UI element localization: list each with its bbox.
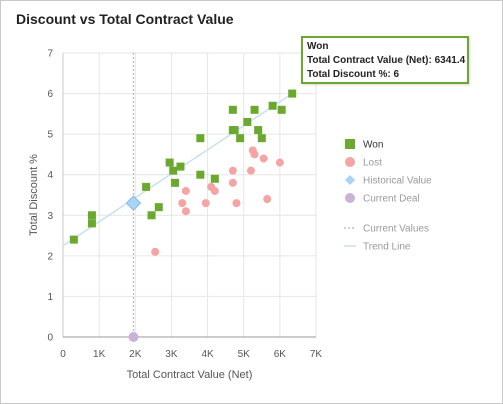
lost-point: [201, 199, 210, 208]
y-tick-label: 2: [47, 251, 53, 262]
x-tick-label: 4K: [201, 349, 214, 360]
won-point: [243, 117, 252, 126]
legend-item-current-values: Current Values: [344, 224, 429, 235]
won-point: [277, 105, 286, 114]
tooltip-title: Won: [307, 41, 329, 52]
axes: 0 1 2 3 4 5 6 7 0 1K 2K 3K 4K 5K 6K 7K: [47, 49, 322, 361]
lost-point: [232, 199, 241, 208]
legend-label: Historical Value: [363, 176, 432, 187]
won-point: [268, 101, 277, 110]
y-tick-label: 3: [47, 211, 53, 222]
x-axis-title: Total Contract Value (Net): [127, 369, 253, 381]
x-tick-label: 3K: [165, 349, 178, 360]
trend-line-layer: [62, 53, 293, 337]
current-deal-point: [128, 332, 139, 342]
won-point: [165, 158, 174, 167]
x-tick-label: 5K: [238, 349, 251, 360]
y-axis-title: Total Discount %: [28, 154, 40, 236]
chart-title: Discount vs Total Contract Value: [16, 11, 234, 27]
y-tick-label: 6: [47, 89, 53, 100]
lost-point: [228, 166, 237, 175]
won-point: [171, 178, 180, 187]
won-point: [257, 134, 266, 143]
lost-point: [228, 178, 237, 187]
lost-point: [210, 186, 219, 195]
legend-item-current-deal: Current Deal: [345, 193, 420, 205]
won-point: [250, 105, 259, 114]
tooltip-line-value: Total Contract Value (Net): 6341.4: [307, 55, 466, 66]
historical-value-point: [125, 195, 142, 211]
x-tick-label: 2K: [129, 349, 142, 360]
legend-marker-diamond: [345, 175, 355, 185]
legend-item-historical-value: Historical Value: [345, 175, 432, 187]
won-point: [196, 134, 205, 143]
lost-point: [246, 166, 255, 175]
legend-label: Won: [363, 140, 383, 151]
y-tick-label: 0: [47, 333, 53, 344]
lost-point: [275, 158, 284, 167]
won-point: [169, 166, 178, 175]
lost-point: [181, 207, 190, 216]
data-tooltip: Won Total Contract Value (Net): 6341.4 T…: [301, 36, 469, 84]
legend-label: Lost: [363, 158, 382, 169]
x-tick-label: 0: [60, 349, 66, 360]
legend-marker-square: [345, 139, 355, 149]
x-tick-label: 7K: [310, 349, 323, 360]
y-tick-label: 5: [47, 130, 53, 141]
lost-point: [259, 154, 268, 163]
won-point: [87, 211, 96, 220]
lost-point: [151, 247, 160, 256]
legend-label: Current Deal: [363, 194, 420, 205]
won-point: [228, 105, 237, 114]
legend: Won Lost Historical Value Current Deal Curre…: [344, 139, 432, 253]
won-point: [236, 134, 245, 143]
won-point: [288, 89, 297, 98]
grid-lines: [63, 52, 317, 337]
won-point: [142, 182, 151, 191]
legend-item-trend-line: Trend Line: [344, 242, 411, 253]
legend-marker-circle: [345, 193, 355, 203]
x-tick-label: 6K: [274, 349, 287, 360]
won-point: [254, 126, 263, 135]
won-point: [176, 162, 185, 171]
y-tick-label: 1: [47, 292, 53, 303]
won-point: [196, 170, 205, 179]
won-point: [154, 203, 163, 212]
won-point: [87, 219, 96, 228]
lost-point: [178, 199, 187, 208]
tooltip-line-discount: Total Discount %: 6: [307, 69, 400, 80]
won-point: [147, 211, 156, 220]
legend-marker-circle: [345, 157, 355, 167]
legend-label: Current Values: [363, 224, 429, 235]
legend-item-won: Won: [345, 139, 383, 151]
y-tick-label: 7: [47, 49, 53, 60]
x-tick-label: 1K: [93, 349, 106, 360]
won-point: [210, 174, 219, 183]
lost-point: [250, 150, 259, 159]
legend-item-lost: Lost: [345, 157, 382, 169]
lost-point: [181, 186, 190, 195]
legend-label: Trend Line: [363, 242, 411, 253]
won-point: [230, 126, 239, 135]
data-points: [69, 89, 297, 342]
lost-point: [263, 195, 272, 204]
won-point: [69, 235, 78, 244]
y-tick-label: 4: [47, 170, 53, 181]
